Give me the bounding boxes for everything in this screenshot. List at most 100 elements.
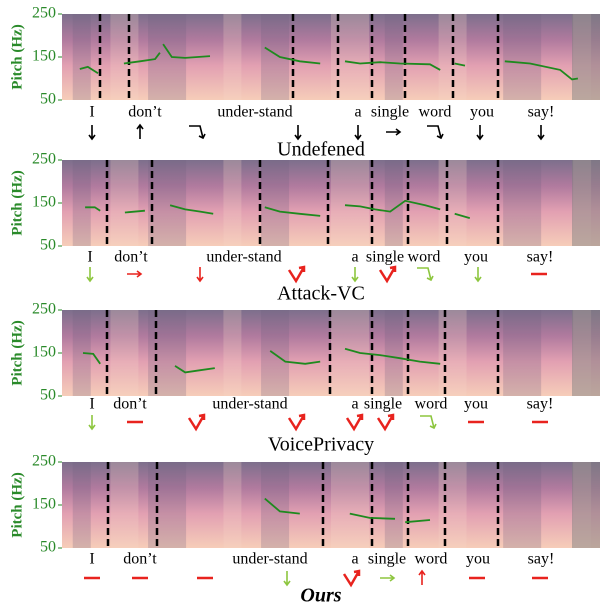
- prosody-arrow: [189, 126, 205, 138]
- panel-caption: Attack-VC: [277, 283, 365, 305]
- page: 50150250Pitch (Hz)Idon’tunder-standasing…: [0, 0, 606, 606]
- y-axis-label: Pitch (Hz): [9, 24, 25, 89]
- prosody-arrow: [289, 415, 304, 429]
- word: you: [470, 104, 494, 121]
- word: under-stand: [217, 104, 292, 121]
- y-axis-label: Pitch (Hz): [9, 472, 25, 537]
- word: single: [366, 249, 404, 266]
- prosody-arrow: [477, 125, 483, 139]
- prosody-arrow: [417, 268, 433, 280]
- y-tick-label: 150: [32, 194, 56, 211]
- spectrogram-band: [385, 160, 403, 246]
- y-tick-label: 150: [32, 48, 56, 65]
- spectrogram-band: [110, 14, 138, 100]
- word: a: [351, 249, 358, 266]
- word: under-stand: [212, 396, 287, 413]
- prosody-arrow: [420, 416, 436, 428]
- word: you: [464, 396, 488, 413]
- figure: 50150250Pitch (Hz)Idon’tunder-standasing…: [0, 0, 606, 606]
- y-tick-label: 250: [32, 151, 56, 168]
- word: I: [89, 396, 94, 413]
- prosody-arrow: [352, 267, 358, 281]
- word: I: [89, 551, 94, 568]
- spectrogram-band: [261, 310, 289, 396]
- word: single: [368, 551, 406, 568]
- prosody-arrow: [89, 415, 95, 429]
- word: say!: [527, 396, 554, 413]
- spectrogram-edge: [572, 310, 600, 396]
- prosody-arrow: [197, 267, 203, 281]
- word: don’t: [123, 551, 157, 568]
- y-tick-label: 150: [32, 496, 56, 513]
- y-axis-label: Pitch (Hz): [9, 320, 25, 385]
- word: say!: [527, 249, 554, 266]
- word: word: [415, 551, 448, 568]
- word: under-stand: [206, 249, 281, 266]
- word: don’t: [114, 249, 148, 266]
- spectrogram-band: [261, 160, 289, 246]
- spectrogram-band: [503, 310, 541, 396]
- word: say!: [528, 551, 555, 568]
- y-tick-label: 50: [40, 387, 56, 404]
- y-tick-label: 250: [32, 5, 56, 22]
- word: single: [371, 104, 409, 121]
- prosody-arrow: [380, 575, 394, 581]
- word: a: [354, 104, 361, 121]
- spectrogram-edge: [572, 160, 600, 246]
- prosody-arrow: [87, 267, 93, 281]
- spectrogram-band: [148, 310, 186, 396]
- prosody-arrow: [538, 125, 544, 139]
- spectrogram-band: [73, 160, 91, 246]
- spectrogram-band: [73, 14, 91, 100]
- prosody-arrow: [427, 126, 443, 138]
- word: I: [89, 104, 94, 121]
- spectrogram-band: [385, 462, 403, 548]
- y-tick-label: 50: [40, 539, 56, 556]
- word: single: [364, 396, 402, 413]
- spectrogram-band: [223, 462, 241, 548]
- prosody-arrow: [295, 125, 301, 139]
- prosody-arrow: [355, 125, 361, 139]
- prosody-arrow: [380, 267, 395, 281]
- word: don’t: [128, 104, 162, 121]
- spectrogram-band: [223, 310, 241, 396]
- panel-caption: Undefened: [277, 139, 365, 161]
- word: don’t: [113, 396, 147, 413]
- prosody-arrow: [386, 129, 400, 135]
- word: word: [419, 104, 452, 121]
- spectrogram-edge: [572, 14, 600, 100]
- word: a: [351, 396, 358, 413]
- spectrogram-band: [110, 462, 138, 548]
- word: a: [351, 551, 358, 568]
- prosody-arrow: [137, 125, 143, 139]
- spectrogram-band: [261, 462, 289, 548]
- y-tick-label: 150: [32, 344, 56, 361]
- spectrogram-band: [503, 462, 541, 548]
- word: you: [464, 249, 488, 266]
- prosody-arrow: [89, 125, 95, 139]
- y-axis-label: Pitch (Hz): [9, 170, 25, 235]
- spectrogram-band: [385, 310, 403, 396]
- spectrogram-band: [223, 14, 241, 100]
- spectrogram-band: [503, 14, 541, 100]
- spectrogram-band: [148, 160, 186, 246]
- y-tick-label: 50: [40, 91, 56, 108]
- spectrogram-band: [261, 14, 289, 100]
- y-tick-label: 250: [32, 453, 56, 470]
- prosody-arrow: [347, 415, 362, 429]
- word: under-stand: [232, 551, 307, 568]
- word: word: [408, 249, 441, 266]
- word: you: [466, 551, 490, 568]
- panel-caption: Ours: [300, 585, 341, 606]
- prosody-arrow: [475, 267, 481, 281]
- prosody-arrow: [127, 271, 141, 277]
- spectrogram-band: [223, 160, 241, 246]
- spectrogram-band: [439, 310, 467, 396]
- y-tick-label: 50: [40, 237, 56, 254]
- spectrogram-band: [503, 160, 541, 246]
- prosody-arrow: [289, 267, 304, 281]
- prosody-arrow: [189, 415, 204, 429]
- spectrogram-band: [331, 160, 369, 246]
- prosody-arrow: [344, 571, 359, 585]
- spectrogram-edge: [572, 462, 600, 548]
